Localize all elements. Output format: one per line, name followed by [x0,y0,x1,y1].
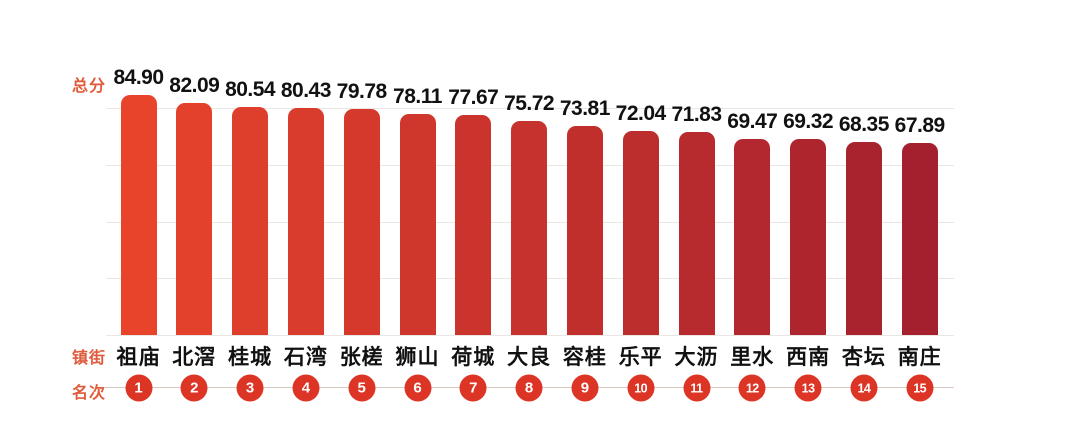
town-label: 大沥 [674,346,719,369]
bar-西南 [790,139,827,335]
value-label: 79.78 [336,80,388,104]
rank-badge: 3 [236,374,264,402]
bar-大沥 [678,131,715,335]
value-label: 80.54 [225,78,276,102]
value-label: 68.35 [838,112,890,136]
town-label: 大良 [507,346,552,369]
rank-badge: 10 [627,374,655,402]
rank-badge: 6 [404,374,431,402]
town-axis-label: 镇街 [72,350,107,367]
town-label: 容桂 [562,346,607,369]
rank-badge: 4 [292,374,320,402]
town-label: 桂城 [228,346,273,369]
rank-badge: 2 [180,374,208,402]
town-label: 里水 [730,346,775,369]
rank-badge: 13 [794,374,822,402]
rank-badge: 1 [125,374,152,402]
town-label: 北滘 [172,346,217,369]
bar-大良 [511,120,548,335]
town-label: 祖庙 [116,346,161,369]
rank-badge: 11 [683,374,710,402]
bar-乐平 [622,131,659,335]
value-label: 75.72 [504,91,555,115]
town-label: 杏坛 [841,346,886,369]
rank-axis-label: 名次 [72,385,107,402]
value-label: 69.32 [783,110,834,134]
bar-石湾 [287,107,324,335]
bar-容桂 [566,126,603,335]
value-label: 72.04 [615,102,667,126]
town-label: 张槎 [339,346,384,369]
value-label: 71.83 [671,102,722,126]
score-axis-label: 总分 [72,78,107,95]
rank-badge: 8 [515,374,543,402]
value-label: 77.67 [448,86,499,110]
gridline [106,108,954,109]
town-label: 西南 [786,346,831,369]
value-label: 78.11 [393,85,442,109]
bar-杏坛 [845,141,882,335]
bar-荷城 [455,115,492,335]
gridline [106,335,954,336]
bar-张槎 [343,109,380,335]
town-label: 乐平 [618,346,663,369]
value-label: 80.43 [280,78,332,102]
town-label: 石湾 [283,346,328,369]
value-label: 69.47 [727,109,778,133]
value-label: 67.89 [894,114,946,138]
value-label: 73.81 [559,97,611,121]
town-label: 南庄 [897,346,942,369]
town-label: 荷城 [451,346,496,369]
bar-狮山 [399,114,436,335]
bar-桂城 [232,107,269,335]
rank-badge: 7 [459,374,487,402]
rank-badge: 5 [348,374,376,402]
rank-badge: 15 [906,374,934,402]
rank-badge: 9 [571,374,599,402]
bar-祖庙 [120,95,157,335]
town-label: 狮山 [395,346,440,369]
bar-北滘 [176,102,213,335]
value-label: 84.90 [113,66,164,89]
bar-里水 [734,138,771,335]
bar-南庄 [901,143,938,335]
rank-badge: 14 [850,374,878,402]
rank-badge: 12 [738,374,766,402]
value-label: 82.09 [169,73,220,97]
